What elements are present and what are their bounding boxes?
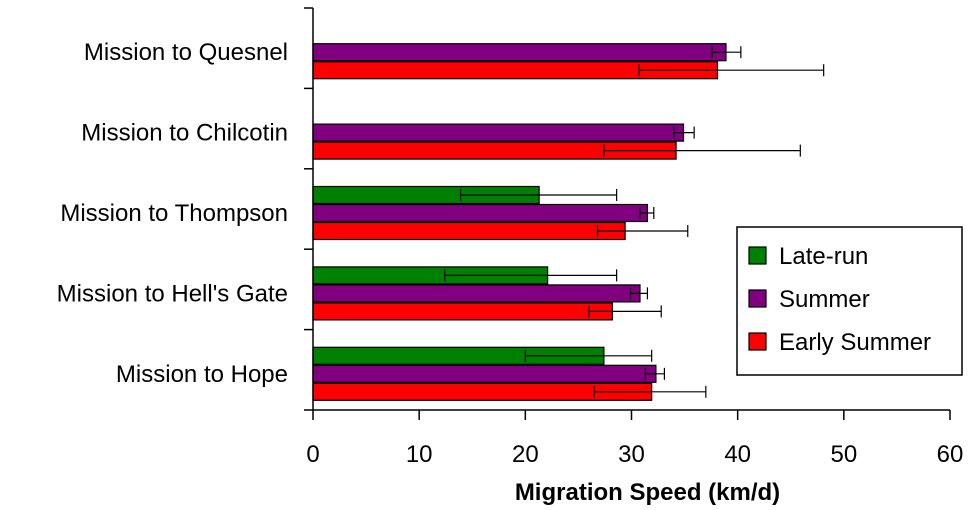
x-tick-label-20: 20: [512, 441, 539, 468]
bar-early-summer-mission-to-hell-s-gate: [312, 302, 613, 321]
bar-summer-mission-to-hell-s-gate: [312, 284, 641, 303]
bar-summer-mission-to-chilcotin: [312, 123, 685, 142]
x-tick-label-0: 0: [306, 441, 319, 468]
category-labels: Mission to Quesnel Mission to Chilcotin Mi…: [57, 39, 288, 388]
bar-summer-mission-to-hope: [312, 364, 657, 383]
legend-label-early-summer: Early Summer: [779, 329, 931, 356]
legend-box: [736, 226, 963, 376]
category-label-mission-to-chilcotin: Mission to Chilcotin: [81, 120, 288, 147]
bar-summer-mission-to-quesnel: [312, 43, 727, 62]
legend-swatch-late-run: [748, 246, 767, 265]
legend-swatch-early-summer: [748, 332, 767, 351]
category-label-mission-to-hell-s-gate: Mission to Hell's Gate: [57, 280, 288, 307]
legend-label-summer: Summer: [779, 286, 870, 313]
legend-label-late-run: Late-run: [779, 243, 868, 270]
x-tick-label-30: 30: [618, 441, 645, 468]
category-label-mission-to-hope: Mission to Hope: [116, 361, 288, 388]
bars-layer: [312, 43, 727, 401]
legend-swatch-summer: [748, 289, 767, 308]
x-axis-title: Migration Speed (km/d): [515, 479, 780, 506]
category-label-mission-to-quesnel: Mission to Quesnel: [84, 39, 288, 66]
x-tick-label-50: 50: [830, 441, 857, 468]
x-tick-label-60: 60: [937, 441, 964, 468]
ticks-layer: 0 10 20 30 40 50 60: [304, 7, 964, 468]
x-tick-label-40: 40: [724, 441, 751, 468]
legend: Late-run Summer Early Summer: [736, 226, 963, 376]
category-label-mission-to-thompson: Mission to Thompson: [60, 200, 288, 227]
bar-early-summer-mission-to-thompson: [312, 221, 626, 241]
bar-summer-mission-to-thompson: [312, 203, 649, 223]
x-tick-label-10: 10: [406, 441, 433, 468]
error-bars-layer: [444, 46, 825, 398]
